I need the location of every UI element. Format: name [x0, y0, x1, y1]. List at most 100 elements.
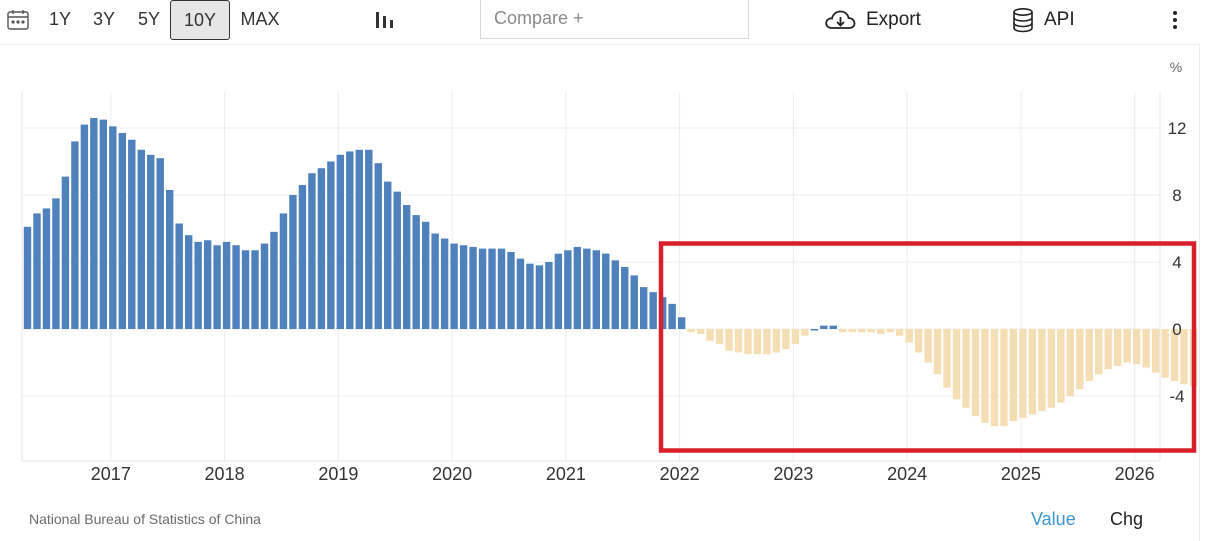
bar[interactable]: [1000, 329, 1008, 427]
bar[interactable]: [545, 262, 553, 329]
bar[interactable]: [336, 154, 345, 329]
bar[interactable]: [374, 163, 382, 329]
bar[interactable]: [602, 253, 610, 330]
bar[interactable]: [782, 329, 790, 350]
bar[interactable]: [1019, 329, 1027, 418]
bar[interactable]: [791, 329, 800, 345]
bar[interactable]: [677, 317, 686, 329]
bar[interactable]: [753, 329, 762, 355]
bar[interactable]: [488, 248, 496, 329]
range-5y-button[interactable]: 5Y: [137, 9, 161, 29]
bar[interactable]: [156, 158, 164, 329]
bar[interactable]: [1047, 329, 1056, 408]
api-button[interactable]: API: [1012, 6, 1075, 34]
range-3y-button[interactable]: 3Y: [92, 9, 116, 29]
bar[interactable]: [706, 329, 714, 341]
bar[interactable]: [384, 181, 392, 329]
bar[interactable]: [981, 329, 989, 423]
bar[interactable]: [33, 213, 41, 329]
bar[interactable]: [175, 223, 183, 329]
bar[interactable]: [1028, 329, 1037, 415]
bar[interactable]: [914, 329, 923, 353]
bar[interactable]: [270, 231, 278, 329]
bar[interactable]: [971, 329, 980, 417]
bar[interactable]: [213, 245, 221, 329]
bar[interactable]: [469, 246, 477, 329]
bar[interactable]: [895, 329, 904, 336]
bar[interactable]: [725, 329, 733, 351]
bar[interactable]: [393, 191, 401, 329]
bar[interactable]: [327, 161, 335, 330]
bar[interactable]: [279, 213, 288, 329]
bar[interactable]: [497, 248, 506, 329]
bar[interactable]: [933, 329, 942, 375]
bar[interactable]: [962, 329, 970, 408]
bar[interactable]: [251, 250, 259, 329]
bar[interactable]: [403, 205, 411, 329]
bar[interactable]: [80, 124, 89, 330]
bar[interactable]: [649, 292, 657, 329]
bar[interactable]: [1104, 329, 1112, 370]
bar[interactable]: [848, 329, 856, 333]
bar[interactable]: [1038, 329, 1046, 412]
bar[interactable]: [355, 149, 363, 329]
bar[interactable]: [1161, 329, 1169, 378]
bar[interactable]: [99, 119, 108, 330]
bar[interactable]: [1142, 329, 1150, 368]
bar[interactable]: [194, 241, 202, 329]
bar[interactable]: [365, 149, 373, 329]
range-1y-button[interactable]: 1Y: [48, 9, 72, 29]
bar[interactable]: [734, 329, 743, 353]
bar[interactable]: [23, 226, 32, 329]
bar[interactable]: [772, 329, 781, 353]
bar[interactable]: [232, 245, 240, 329]
bar[interactable]: [744, 329, 752, 355]
bar[interactable]: [203, 240, 212, 329]
bar-chart-icon[interactable]: [374, 8, 396, 30]
bar[interactable]: [696, 329, 705, 335]
bar[interactable]: [952, 329, 961, 400]
bar[interactable]: [886, 329, 894, 333]
bar[interactable]: [640, 287, 648, 330]
bar[interactable]: [1009, 329, 1018, 422]
bar[interactable]: [715, 329, 724, 345]
bar[interactable]: [1151, 329, 1160, 373]
bar[interactable]: [440, 238, 449, 329]
bar[interactable]: [1076, 329, 1084, 390]
bar[interactable]: [260, 243, 269, 329]
bar[interactable]: [166, 189, 174, 329]
tab-chg[interactable]: Chg: [1110, 509, 1144, 529]
bar[interactable]: [573, 246, 582, 329]
bar[interactable]: [630, 275, 638, 329]
bar[interactable]: [184, 235, 193, 329]
bar[interactable]: [1085, 329, 1093, 381]
bar[interactable]: [450, 243, 458, 329]
bar[interactable]: [990, 329, 999, 427]
bar[interactable]: [526, 263, 534, 329]
bar[interactable]: [298, 184, 307, 329]
calendar-icon[interactable]: [6, 8, 30, 32]
bar[interactable]: [109, 126, 117, 329]
bar[interactable]: [1057, 329, 1065, 403]
bar[interactable]: [241, 250, 250, 329]
bar[interactable]: [147, 154, 155, 329]
bar[interactable]: [1170, 329, 1179, 381]
bar[interactable]: [317, 168, 326, 329]
bar[interactable]: [829, 325, 837, 329]
bar[interactable]: [1123, 329, 1131, 363]
bar[interactable]: [763, 329, 771, 355]
bar[interactable]: [1132, 329, 1141, 365]
bar[interactable]: [592, 250, 600, 329]
bar[interactable]: [1114, 329, 1122, 366]
bar[interactable]: [346, 151, 354, 329]
bar[interactable]: [810, 329, 819, 331]
bar[interactable]: [621, 267, 629, 329]
more-vertical-icon[interactable]: [1167, 8, 1183, 32]
bar[interactable]: [1066, 329, 1074, 396]
bar[interactable]: [1180, 329, 1188, 385]
bar[interactable]: [858, 329, 866, 333]
bar[interactable]: [801, 329, 809, 336]
bar[interactable]: [137, 149, 145, 329]
bar[interactable]: [877, 329, 885, 335]
bar[interactable]: [42, 208, 51, 329]
